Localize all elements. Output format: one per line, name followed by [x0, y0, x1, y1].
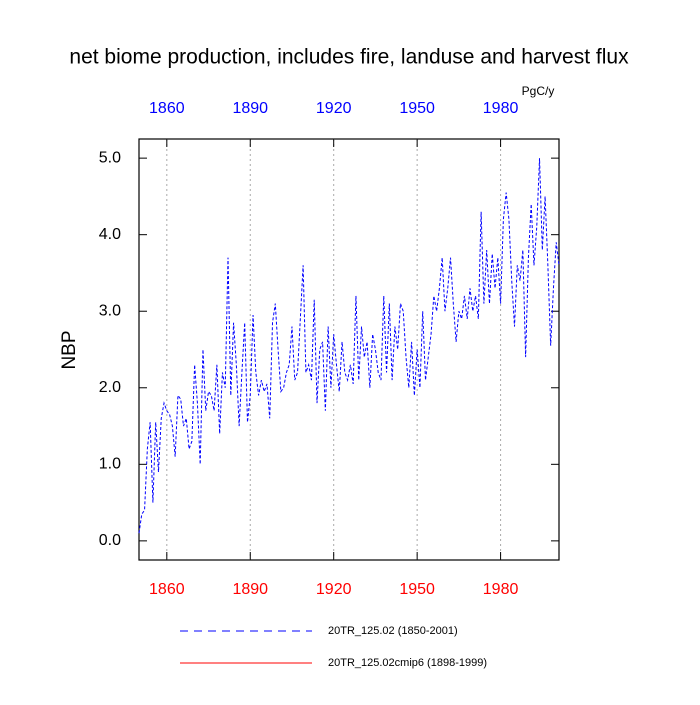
y-tick-label: 1.0 — [99, 456, 121, 473]
x-tick-label-top: 1890 — [232, 100, 268, 117]
y-tick-label: 0.0 — [99, 532, 121, 549]
legend-label: 20TR_125.02cmip6 (1898-1999) — [328, 657, 487, 669]
y-tick-label: 3.0 — [99, 302, 121, 319]
x-tick-label: 1890 — [232, 581, 268, 598]
x-tick-label: 1980 — [483, 581, 519, 598]
x-tick-label-top: 1920 — [316, 100, 352, 117]
y-tick-label: 4.0 — [99, 226, 121, 243]
x-tick-label: 1920 — [316, 581, 352, 598]
x-tick-label: 1950 — [399, 581, 435, 598]
y-tick-label: 2.0 — [99, 379, 121, 396]
x-tick-label-top: 1860 — [149, 100, 185, 117]
x-tick-label: 1860 — [149, 581, 185, 598]
units-label: PgC/y — [522, 84, 555, 98]
x-tick-label-top: 1950 — [399, 100, 435, 117]
y-tick-label: 5.0 — [99, 149, 121, 166]
legend-label: 20TR_125.02 (1850-2001) — [328, 625, 458, 637]
chart-title: net biome production, includes fire, lan… — [69, 46, 629, 69]
plot-frame — [138, 138, 560, 561]
x-tick-label-top: 1980 — [483, 100, 519, 117]
series-line — [138, 158, 560, 534]
y-axis-label: NBP — [59, 330, 80, 369]
